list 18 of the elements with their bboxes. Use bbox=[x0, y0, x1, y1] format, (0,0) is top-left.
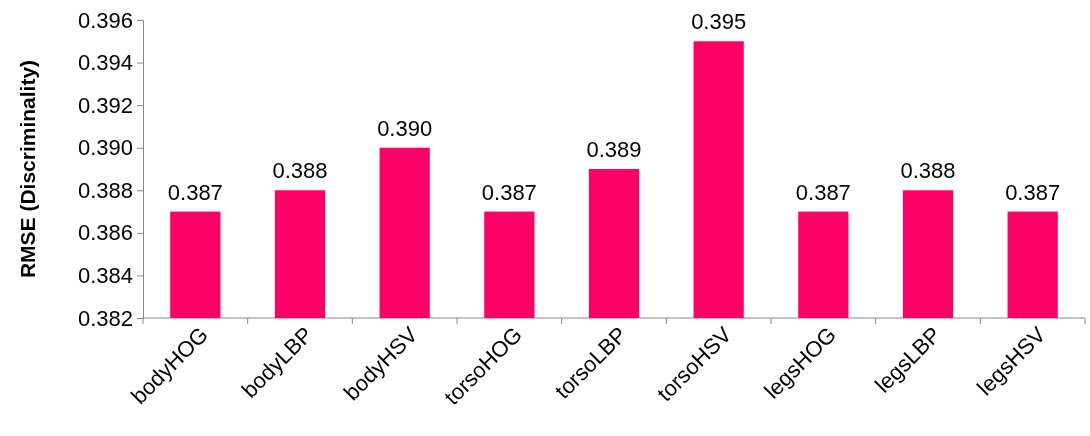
data-label: 0.395 bbox=[691, 9, 747, 35]
data-label: 0.387 bbox=[167, 179, 223, 205]
y-tick-label: 0.382 bbox=[77, 305, 133, 331]
data-label: 0.388 bbox=[900, 158, 956, 184]
y-axis-title: RMSE (Discriminality) bbox=[16, 59, 39, 279]
y-tick-label: 0.384 bbox=[77, 262, 133, 288]
y-tick-label: 0.390 bbox=[77, 135, 133, 161]
data-label: 0.389 bbox=[586, 137, 642, 162]
y-tick-label: 0.394 bbox=[77, 50, 133, 76]
data-label: 0.388 bbox=[272, 158, 328, 184]
data-label: 0.390 bbox=[377, 115, 433, 141]
y-tick-label: 0.392 bbox=[77, 92, 133, 118]
y-tick-label: 0.386 bbox=[77, 220, 133, 246]
y-tick-label: 0.388 bbox=[77, 177, 133, 203]
data-label: 0.387 bbox=[795, 179, 851, 205]
data-label: 0.387 bbox=[1005, 179, 1061, 205]
data-label: 0.387 bbox=[481, 179, 537, 205]
y-tick-label: 0.396 bbox=[77, 7, 133, 33]
